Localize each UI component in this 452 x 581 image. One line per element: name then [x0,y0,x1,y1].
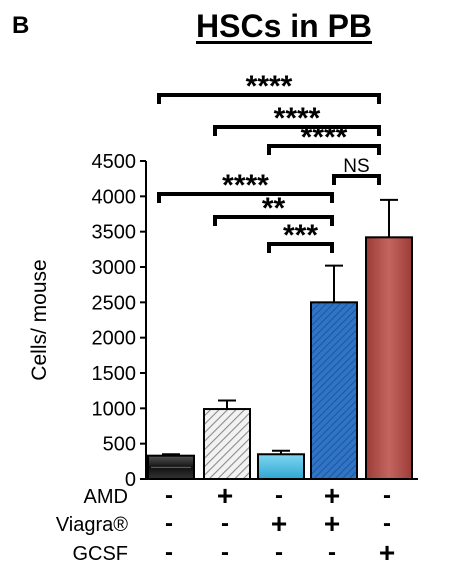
significance-label: **** [301,121,348,154]
significance-bracket [157,93,381,104]
y-tick-label: 3000 [92,257,137,279]
bar [310,301,358,481]
significance-label: **** [246,70,293,103]
bar [365,236,413,480]
treatment-plus: + [271,508,287,539]
treatment-minus: - [328,539,336,566]
y-tick-label: 4000 [92,186,137,208]
chart-title: HSCs in PB [196,8,373,44]
significance-bracket [267,144,381,155]
significance-label: **** [222,169,269,202]
significance-layer: ************NS********* [157,70,381,253]
y-tick-label: 3500 [92,222,137,244]
bar [257,453,305,480]
bar [203,408,251,481]
y-tick-label: 2000 [92,328,137,350]
treatment-label: AMD [84,486,128,508]
treatment-plus: + [379,537,395,568]
y-tick-label: 1000 [92,398,137,420]
treatment-minus: - [221,510,229,537]
treatment-plus: + [324,480,340,511]
treatment-minus: - [275,482,283,509]
significance-label: *** [283,219,318,252]
significance-label: **** [274,102,321,135]
y-tick-label: 0 [125,469,136,491]
treatment-minus: - [165,539,173,566]
treatment-label: GCSF [72,543,128,565]
treatment-plus: + [217,480,233,511]
y-tick-label: 500 [103,434,136,456]
significance-bracket [213,125,381,136]
treatment-minus: - [275,539,283,566]
significance-label: NS [343,156,369,177]
bar-layer [147,198,413,481]
significance-bracket [157,192,334,203]
treatment-minus: - [221,539,229,566]
significance-bracket [267,242,334,253]
significance-bracket [213,215,334,226]
treatment-label: Viagra® [56,514,128,536]
significance-label: ** [262,192,286,225]
significance-bracket [332,174,381,185]
y-tick-label: 4500 [92,151,137,173]
y-axis-label: Cells/ mouse [28,259,51,380]
treatment-table: AMD - + - + -Viagra® - - + + -GCSF - - - - + [56,480,395,568]
treatment-minus: - [383,510,391,537]
axis-layer: 0 500 1000 1500 2000 2500 3000 3500 4000 4500 Cell… [28,151,418,491]
y-tick-label: 2500 [92,292,137,314]
treatment-minus: - [383,482,391,509]
treatment-minus: - [165,510,173,537]
treatment-minus: - [165,482,173,509]
treatment-plus: + [324,508,340,539]
panel-letter: B [12,12,30,39]
y-tick-label: 1500 [92,363,137,385]
